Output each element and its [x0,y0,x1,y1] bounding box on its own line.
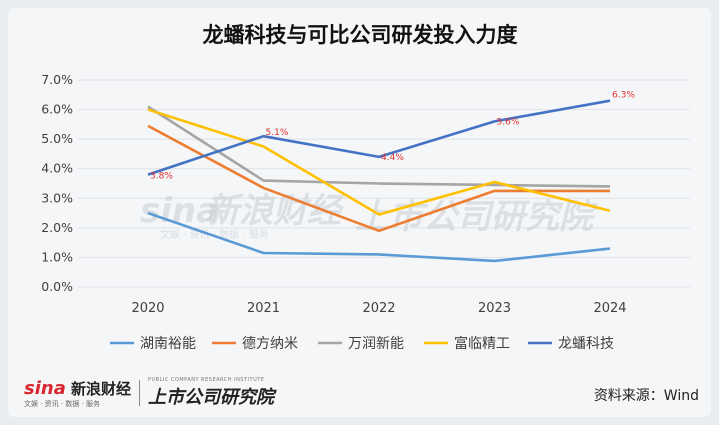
series-line-0 [147,211,611,263]
chart-card [8,8,711,417]
y-tick-label: 0.0% [41,279,73,294]
x-axis: 2020 2021 2022 2023 2024 [131,301,626,316]
legend: 湖南裕能 德方纳米 万润新能 富临精工 龙蟠科技 [110,335,614,352]
x-tick-label: 2023 [478,301,511,316]
logo-divider [138,380,140,406]
y-tick-label: 1.0% [41,249,73,264]
footer-logo: sina 新浪财经 文娱 · 资讯 · 数据 · 服务 PUBLIC COMPA… [24,377,274,408]
x-tick-label: 2020 [131,301,164,316]
sina-logo-mark: sina [24,377,66,399]
x-tick-label: 2024 [593,301,626,316]
legend-entry: 富临精工 [454,335,510,352]
y-axis: 0.0% 1.0% 2.0% 3.0% 4.0% 5.0% 6.0% 7.0% [41,72,73,294]
x-tick-label: 2022 [362,301,395,316]
institute-logo-sub: PUBLIC COMPANY RESEARCH INSTITUTE [147,377,265,383]
y-tick-label: 6.0% [41,102,73,117]
chart-title: 龙蟠科技与可比公司研发投入力度 [203,23,518,47]
watermark-sub: 文娱 · 资讯 · 数据 · 服务 [160,228,269,241]
data-label: 6.3% [612,91,635,101]
legend-entry: 湖南裕能 [140,336,196,352]
x-tick-label: 2021 [247,301,280,316]
data-labels: 3.8% 5.1% 4.4% 5.6% 6.3% [150,91,635,182]
y-tick-label: 2.0% [41,220,73,235]
watermark-name: 新浪财经 [205,191,345,231]
legend-entry: 德方纳米 [242,336,298,352]
sina-logo-sub: 文娱 · 资讯 · 数据 · 服务 [24,399,101,408]
source-note: 资料来源：Wind [593,388,699,404]
legend-entry: 万润新能 [348,336,404,352]
series-line-2 [147,105,611,188]
watermark-institute: 上市公司研究院 [355,197,599,237]
y-tick-label: 3.0% [41,190,73,205]
institute-logo: 上市公司研究院 [147,387,274,408]
y-tick-label: 5.0% [41,131,73,146]
legend-entry: 龙蟠科技 [558,336,614,352]
series-line-4 [147,99,611,176]
series-line-3 [147,108,611,216]
y-tick-label: 7.0% [41,72,73,87]
data-label: 3.8% [150,172,173,182]
y-tick-label: 4.0% [41,161,73,176]
data-label: 5.6% [497,117,520,127]
data-label: 4.4% [381,153,404,163]
data-label: 5.1% [266,128,289,138]
sina-logo-text: 新浪财经 [70,379,131,398]
series-group [147,99,611,263]
